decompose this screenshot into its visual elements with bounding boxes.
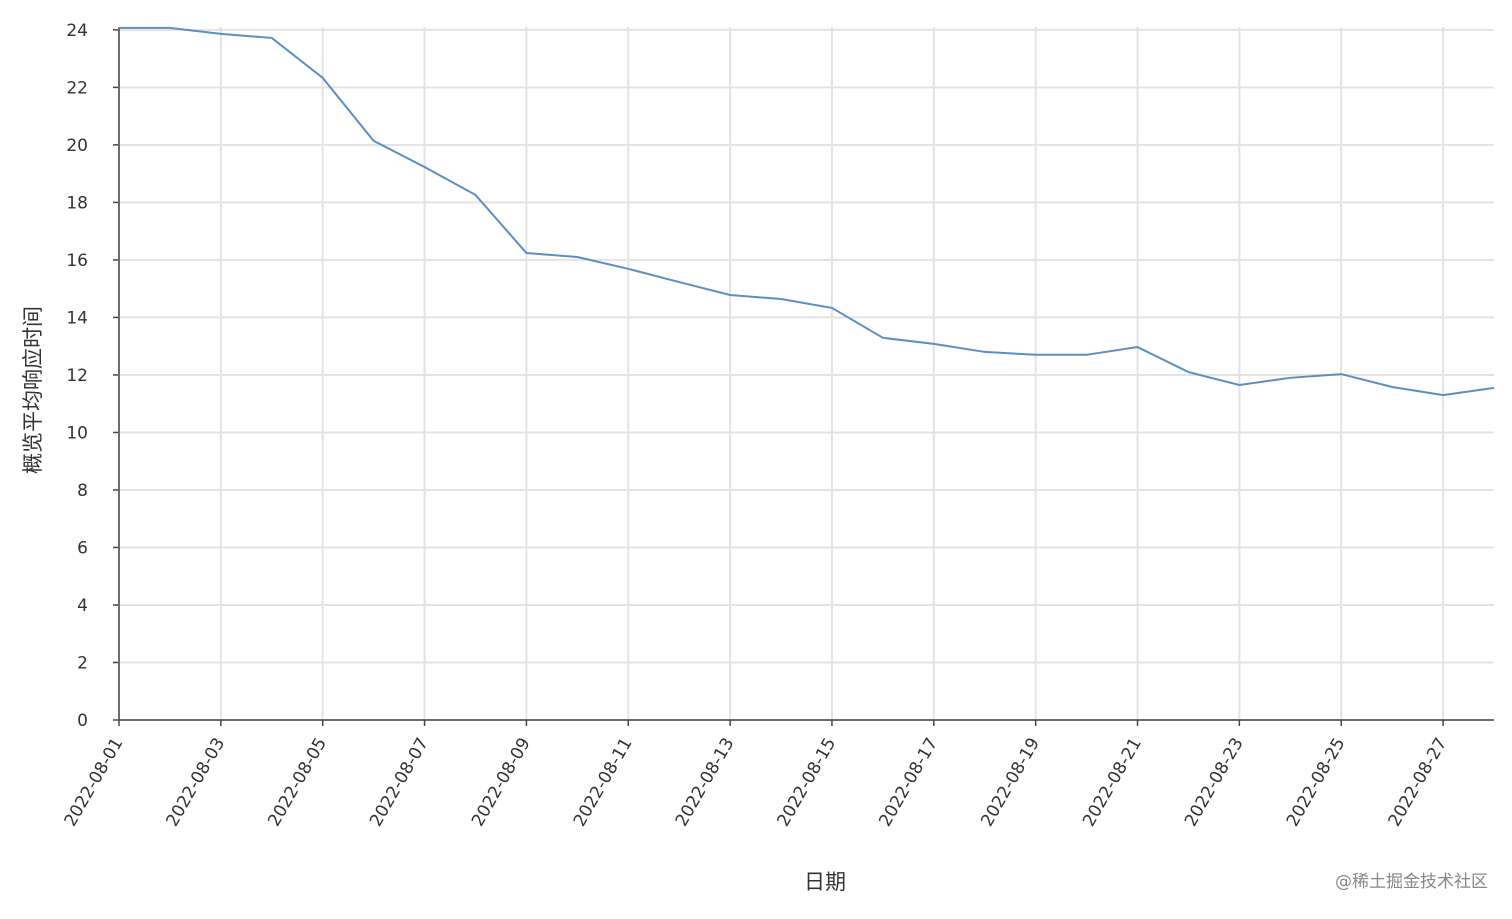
x-axis-label: 日期 [804, 870, 846, 894]
y-tick-label: 0 [77, 711, 88, 731]
x-tick-label: 2022-08-27 [1385, 735, 1452, 831]
y-tick-label: 12 [66, 366, 88, 386]
x-tick-label: 2022-08-01 [61, 735, 128, 831]
y-tick-label: 22 [66, 78, 88, 98]
y-tick-label: 14 [66, 308, 88, 328]
x-tick-label: 2022-08-13 [672, 735, 739, 831]
x-tick-label: 2022-08-05 [264, 735, 331, 831]
x-tick-label: 2022-08-23 [1181, 735, 1248, 831]
y-tick-label: 16 [66, 251, 88, 271]
x-tick-label: 2022-08-21 [1079, 735, 1146, 831]
y-tick-label: 18 [66, 193, 88, 213]
y-tick-label: 4 [77, 596, 88, 616]
y-tick-label: 20 [66, 136, 88, 156]
x-tick-label: 2022-08-11 [570, 735, 637, 831]
y-tick-label: 6 [77, 538, 88, 558]
y-tick-label: 10 [66, 423, 88, 443]
x-tick-label: 2022-08-09 [468, 735, 535, 831]
y-tick-label: 24 [66, 21, 88, 41]
y-tick-label: 8 [77, 481, 88, 501]
x-tick-label: 2022-08-25 [1283, 735, 1350, 831]
watermark: @稀土掘金技术社区 [1335, 872, 1488, 892]
x-tick-label: 2022-08-07 [366, 735, 433, 831]
x-tick-label: 2022-08-03 [162, 735, 229, 831]
y-axis-label: 概览平均响应时间 [21, 306, 45, 474]
x-tick-label: 2022-08-15 [774, 735, 841, 831]
x-tick-label: 2022-08-17 [875, 735, 942, 831]
x-tick-label: 2022-08-19 [977, 735, 1044, 831]
data-line [119, 26, 1495, 397]
y-tick-label: 2 [77, 653, 88, 673]
